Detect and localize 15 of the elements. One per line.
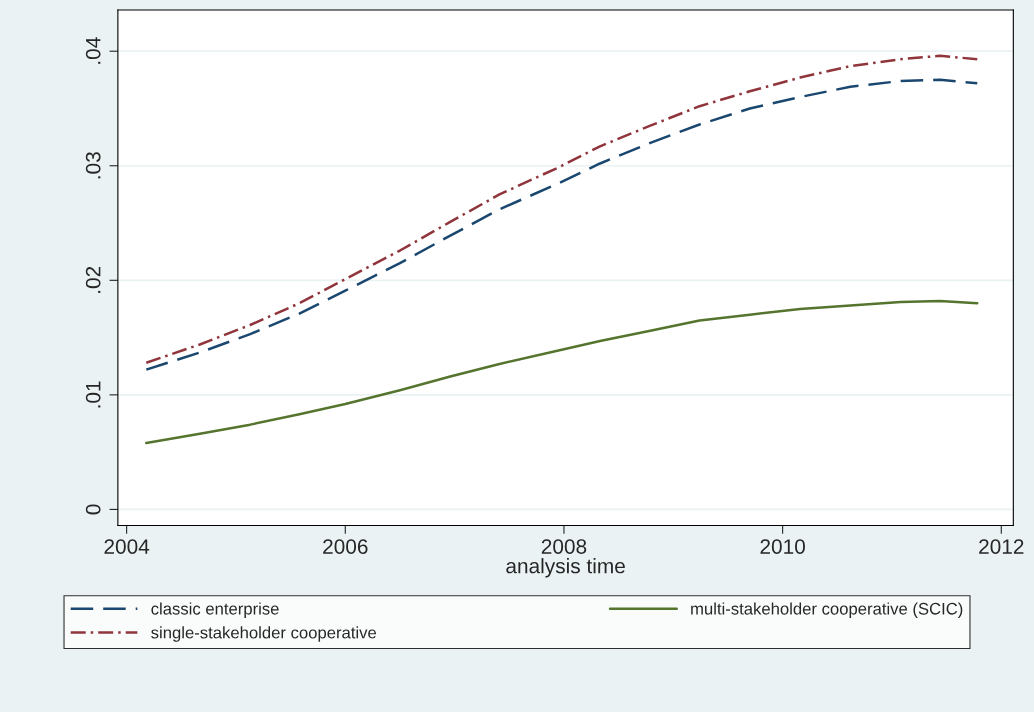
y-tick-label: .04 xyxy=(85,37,101,64)
y-tick-label: .03 xyxy=(85,152,101,179)
x-tick-label: 2008 xyxy=(541,539,587,554)
line-series xyxy=(145,299,979,445)
x-tick-label: 2010 xyxy=(760,539,805,554)
y-tick-label: 0 xyxy=(85,504,101,515)
y-tick-label: .02 xyxy=(85,266,101,293)
x-tick-label: 2012 xyxy=(979,539,1024,554)
x-tick-label: 2004 xyxy=(104,539,150,554)
x-tick-label: 2006 xyxy=(323,539,368,554)
x-axis-title: analysis time xyxy=(506,558,625,578)
legend-label: classic enterprise xyxy=(151,602,279,618)
y-tick-label: .01 xyxy=(85,381,101,408)
legend-label: multi-stakeholder cooperative (SCIC) xyxy=(691,602,963,618)
legend-label: single-stakeholder cooperative xyxy=(151,626,377,642)
